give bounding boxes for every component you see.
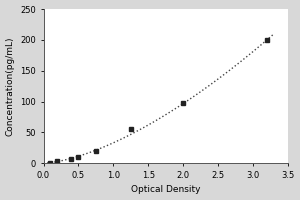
Y-axis label: Concentration(pg/mL): Concentration(pg/mL) bbox=[6, 36, 15, 136]
X-axis label: Optical Density: Optical Density bbox=[131, 185, 200, 194]
